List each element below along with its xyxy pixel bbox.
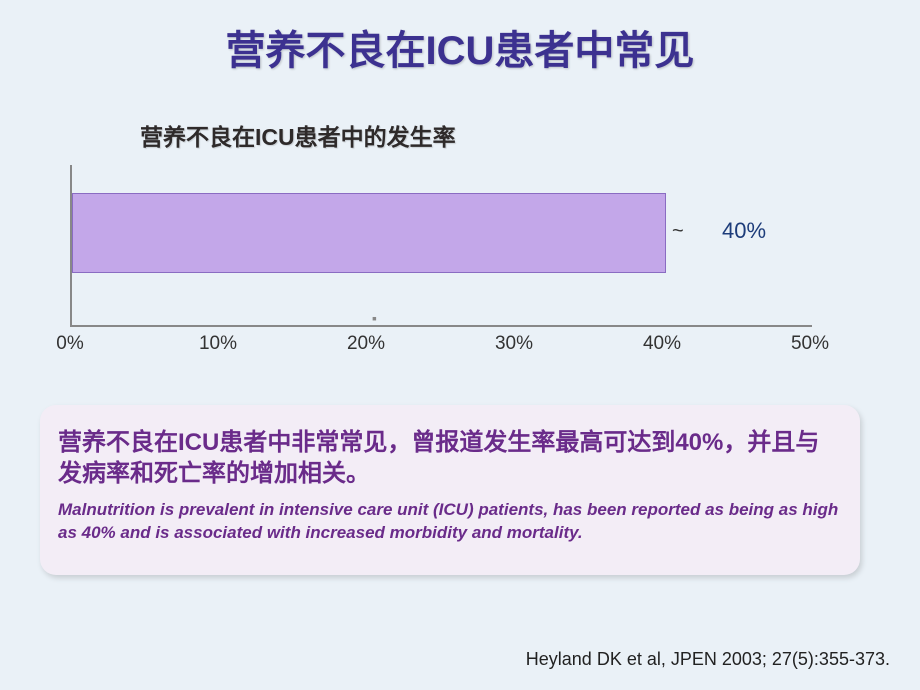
x-tick-label: 40%	[643, 333, 681, 355]
x-tick-label: 20%	[347, 333, 385, 355]
slide: 营养不良在ICU患者中常见 营养不良在ICU患者中的发生率 ~ 40% ▪ 0%…	[0, 0, 920, 690]
callout-text-cn: 营养不良在ICU患者中非常常见，曾报道发生率最高可达到40%，并且与发病率和死亡…	[58, 427, 842, 489]
bar-value-label: 40%	[722, 218, 766, 244]
x-tick-label: 30%	[495, 333, 533, 355]
x-tick-label: 50%	[791, 333, 829, 355]
chart-subtitle: 营养不良在ICU患者中的发生率	[140, 118, 456, 152]
bar-chart: ~ 40% ▪ 0%10%20%30%40%50%	[60, 165, 840, 365]
bar-malnutrition-rate	[72, 193, 666, 273]
decor-dot: ▪	[372, 310, 377, 326]
callout-box: 营养不良在ICU患者中非常常见，曾报道发生率最高可达到40%，并且与发病率和死亡…	[40, 405, 860, 575]
approx-symbol: ~	[672, 220, 684, 243]
x-tick-label: 0%	[56, 333, 83, 355]
callout-text-en: Malnutrition is prevalent in intensive c…	[58, 499, 842, 545]
plot-area: ~ 40% ▪	[70, 165, 812, 327]
x-tick-label: 10%	[199, 333, 237, 355]
citation: Heyland DK et al, JPEN 2003; 27(5):355-3…	[526, 649, 890, 670]
slide-title: 营养不良在ICU患者中常见	[0, 18, 920, 76]
